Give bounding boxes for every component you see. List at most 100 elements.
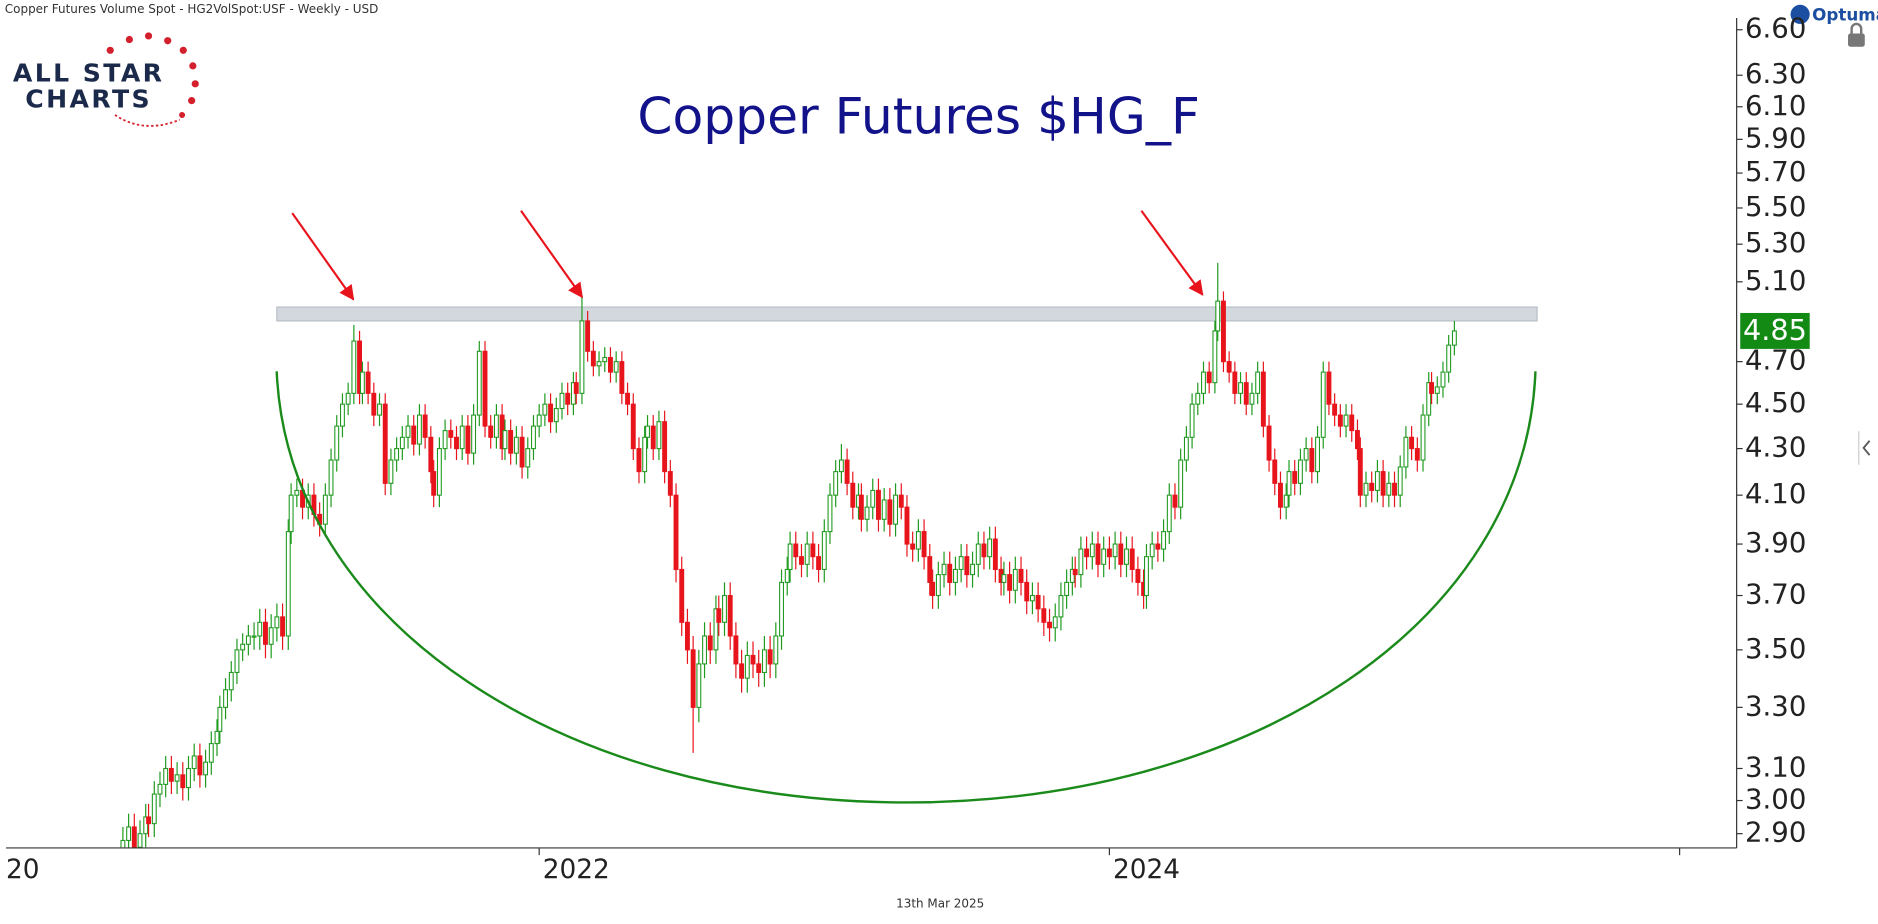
- candle-body: [294, 489, 300, 496]
- candle-body: [1337, 414, 1343, 427]
- candle-body: [422, 414, 428, 438]
- candle-body: [1144, 556, 1149, 597]
- candle-body: [1238, 382, 1244, 394]
- candle-body: [1041, 608, 1047, 623]
- candle-body: [630, 403, 636, 450]
- candle-body: [394, 448, 400, 461]
- candle-body: [893, 494, 899, 525]
- resistance-layer: [276, 306, 1538, 322]
- candle-body: [1024, 581, 1030, 602]
- candle-body: [1255, 371, 1261, 394]
- candles: [120, 262, 1457, 848]
- candle-body: [126, 826, 132, 841]
- candle-body: [1309, 448, 1315, 473]
- candle-body: [351, 340, 357, 394]
- candle-body: [120, 839, 126, 848]
- logo: ALL STAR CHARTS: [13, 32, 199, 127]
- candle-body: [357, 340, 363, 394]
- candle-body: [168, 767, 174, 782]
- candle-body: [1112, 543, 1118, 558]
- candle-body: [268, 627, 274, 645]
- x-tick-label: 2022: [543, 855, 610, 885]
- candle-body: [702, 635, 707, 665]
- candle-body: [131, 826, 137, 848]
- candle-body: [833, 471, 839, 496]
- candle-body: [428, 436, 434, 473]
- brand: Optuma: [1790, 5, 1878, 47]
- y-tick-label: 2.90: [1745, 817, 1806, 849]
- axes: 6.60 6.306.105.905.705.50 5.30 5.10 4.70 4.50…: [6, 13, 1810, 885]
- candle-body: [1089, 543, 1095, 558]
- candle-body: [1363, 482, 1369, 496]
- candle-body: [280, 616, 286, 637]
- candle-body: [656, 421, 662, 450]
- candle-body: [157, 783, 163, 795]
- candle-body: [1178, 459, 1184, 508]
- candle-body: [707, 635, 713, 651]
- candle-body: [625, 392, 631, 405]
- candle-body: [804, 543, 810, 565]
- candle-body: [930, 581, 936, 597]
- arrow: [520, 210, 583, 299]
- candle-body: [240, 643, 246, 651]
- candle-body: [1084, 548, 1090, 558]
- y-tick-label: 3.50: [1745, 633, 1806, 665]
- candle-body: [180, 774, 186, 789]
- y-tick-label: 5.90: [1745, 122, 1806, 154]
- candle-body: [1409, 436, 1415, 450]
- candle-body: [784, 568, 790, 583]
- candle-body: [684, 621, 690, 651]
- candle-body: [1106, 548, 1112, 558]
- y-tick-label: 3.90: [1745, 527, 1806, 559]
- candle-body: [981, 543, 987, 558]
- candle-body: [975, 543, 981, 565]
- candle-body: [1434, 386, 1440, 394]
- candle-body: [958, 556, 964, 570]
- candle-body: [650, 425, 656, 450]
- candle-body: [399, 436, 405, 450]
- candle-body: [257, 621, 263, 637]
- candle-body: [1292, 471, 1298, 484]
- candle-body: [585, 320, 591, 352]
- candle-body: [850, 482, 856, 508]
- candle-body: [596, 361, 602, 367]
- candle-body: [935, 574, 941, 597]
- candle-body: [1035, 594, 1041, 610]
- candle-body: [761, 649, 767, 673]
- candle-body: [915, 531, 921, 550]
- candle-body: [744, 654, 750, 679]
- candle-body: [573, 382, 579, 394]
- candle-body: [1189, 403, 1195, 438]
- candle-body: [844, 459, 850, 484]
- candle-body: [947, 563, 953, 583]
- candle-body: [471, 414, 477, 454]
- candle-body: [359, 371, 365, 394]
- candle-body: [602, 356, 608, 363]
- candle-body: [531, 425, 536, 450]
- y-tick-label: 4.10: [1745, 478, 1806, 510]
- candle-body: [465, 425, 471, 454]
- y-tick-label: 4.50: [1745, 387, 1806, 419]
- candle-body: [733, 635, 739, 665]
- candle-body: [251, 635, 257, 638]
- candle-body: [382, 403, 388, 484]
- panel-toggle[interactable]: [1862, 440, 1871, 456]
- logo-stars: [106, 32, 199, 127]
- candle-body: [1320, 371, 1326, 438]
- candle-body: [1201, 371, 1206, 394]
- candle-body: [1058, 594, 1064, 618]
- candle-body: [174, 774, 180, 782]
- candle-body: [773, 635, 779, 665]
- candle-body: [613, 361, 619, 373]
- candle-body: [163, 767, 169, 785]
- candle-body: [876, 489, 881, 520]
- candle-body: [590, 350, 596, 367]
- candle-body: [673, 494, 679, 570]
- candle-body: [1386, 482, 1392, 496]
- candle-body: [454, 436, 459, 450]
- candle-body: [513, 436, 519, 454]
- candle-body: [1266, 425, 1272, 461]
- candle-body: [1052, 616, 1058, 629]
- candle-body: [559, 392, 565, 410]
